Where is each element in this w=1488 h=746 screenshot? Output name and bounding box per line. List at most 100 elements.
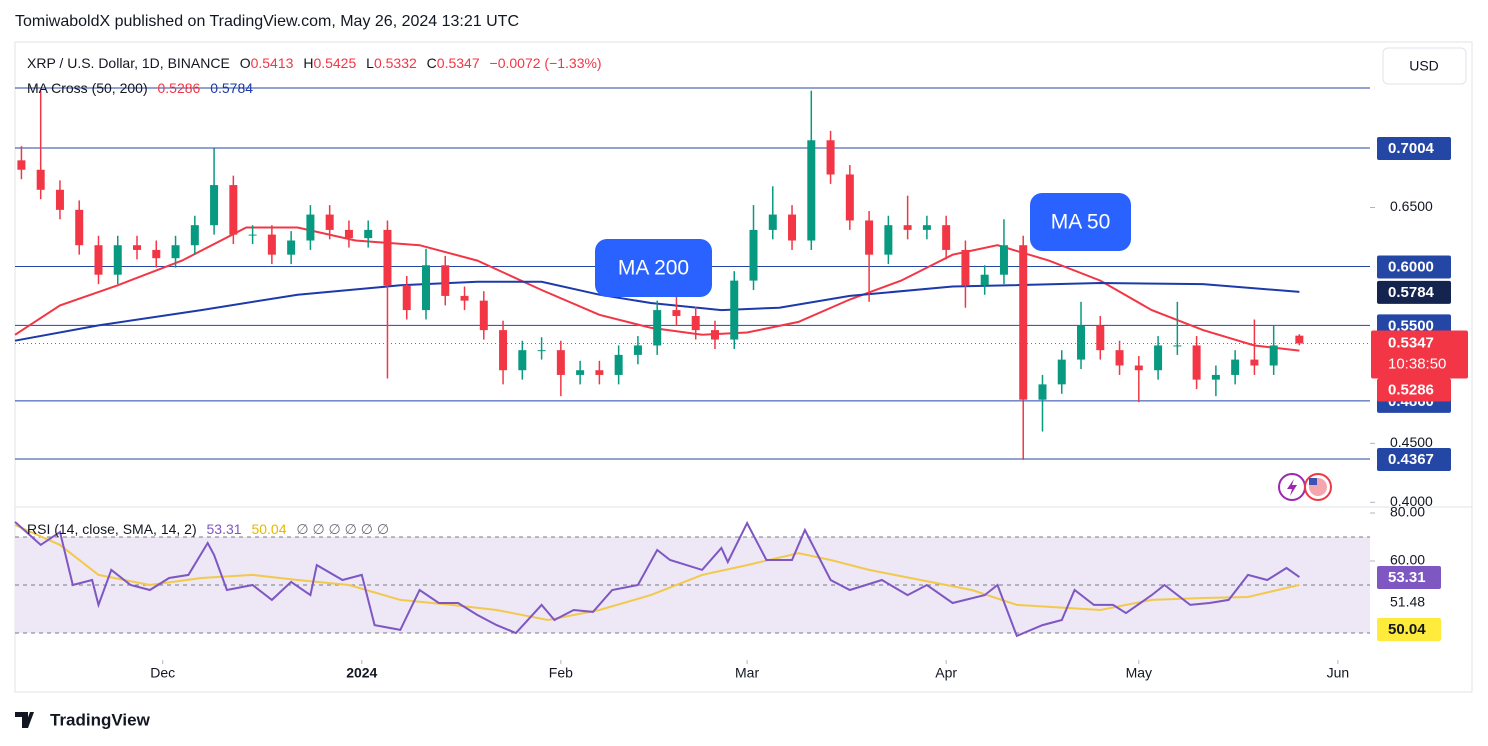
x-tick-label: Mar: [735, 665, 759, 681]
candle-body: [537, 350, 546, 352]
candle-body: [999, 245, 1008, 275]
level-tag: 0.5500: [1388, 317, 1434, 334]
candle-body: [402, 285, 411, 311]
candle-body: [1192, 345, 1201, 380]
y-tick-label: 0.4500: [1390, 434, 1433, 450]
series-line: [14, 280, 1300, 342]
flag-canton: [1309, 478, 1317, 485]
x-tick-label: Jun: [1327, 665, 1350, 681]
y-tick-label: 0.4000: [1390, 493, 1433, 509]
level-tag-bg: [1377, 255, 1451, 279]
sma-value: 50.04: [251, 521, 286, 537]
quote-value: 0.5332: [374, 55, 417, 71]
candle-body: [1231, 359, 1240, 375]
rsi-title: RSI (14, close, SMA, 14, 2): [27, 521, 197, 537]
y-tick-label: 60.00: [1390, 552, 1425, 568]
currency-button[interactable]: [1382, 47, 1467, 85]
countdown: 10:38:50: [1388, 355, 1446, 372]
candle-body: [17, 160, 26, 170]
symbol: XRP / U.S. Dollar, 1D, BINANCE: [27, 55, 230, 71]
candle-body: [807, 140, 816, 241]
quote-value: 0.5347: [437, 55, 480, 71]
x-tick-label: Feb: [549, 665, 573, 681]
callout-label: MA 200: [618, 257, 689, 280]
candle-body: [267, 234, 276, 255]
price-tag-bg: [1371, 330, 1468, 379]
sma-tag: 50.04: [1388, 621, 1426, 638]
quote-label: H: [303, 55, 313, 71]
candle-body: [75, 209, 84, 246]
logo: [15, 712, 34, 728]
candle-body: [788, 214, 797, 241]
candle-body: [229, 185, 238, 235]
candle-body: [210, 185, 219, 226]
candle-body: [922, 225, 931, 230]
brand: TradingView: [50, 710, 151, 729]
price-tag: 0.5347: [1388, 334, 1434, 351]
candle-body: [1038, 384, 1047, 400]
rsi-value: 53.31: [207, 521, 242, 537]
quote-value: 0.5425: [313, 55, 356, 71]
candle-body: [845, 174, 854, 221]
candle-body: [190, 225, 199, 246]
ma50-tag-bg: [1377, 378, 1451, 402]
candle-body: [980, 274, 989, 286]
y-tick-label: 80.00: [1390, 504, 1425, 520]
candle-body: [479, 300, 488, 331]
candle-body: [1295, 335, 1304, 344]
candle-body: [441, 265, 450, 296]
rsi-tag-bg: [1377, 566, 1441, 590]
candle-body: [691, 315, 700, 331]
candle-body: [421, 265, 430, 311]
candle-body: [344, 229, 353, 239]
candle-body: [171, 245, 180, 259]
indicator: MA Cross (50, 200): [27, 80, 148, 96]
axis-tag: 51.48: [1390, 594, 1425, 610]
x-tick-label: Apr: [935, 665, 957, 681]
candle-body: [499, 330, 508, 371]
ma200-tag-bg: [1377, 280, 1451, 304]
sma-tag-bg: [1377, 618, 1441, 641]
y-tick-label: 0.6500: [1390, 198, 1433, 214]
candle-body: [865, 220, 874, 255]
candle-body: [306, 214, 315, 241]
candle-body: [287, 240, 296, 255]
candle-body: [94, 245, 103, 275]
series-line: [14, 524, 1300, 622]
candle-body: [595, 370, 604, 375]
change: −0.0072 (−1.33%): [490, 55, 602, 71]
callout: [595, 239, 712, 297]
candle-body: [1250, 359, 1259, 366]
level-tag: 0.4367: [1388, 451, 1434, 468]
candle-body: [884, 225, 893, 255]
lightning: [1287, 479, 1297, 496]
price-legend: XRP / U.S. Dollar, 1D, BINANCE O0.5413 H…: [27, 55, 602, 71]
candle-body: [826, 140, 835, 175]
callout: [1030, 193, 1131, 251]
publisher: TomiwaboldX published on TradingView.com…: [15, 13, 519, 30]
candle-body: [556, 350, 565, 375]
candle-body: [614, 354, 623, 375]
candle-body: [55, 189, 64, 210]
candle-body: [152, 249, 161, 259]
candle-body: [576, 370, 585, 375]
candle-body: [730, 280, 739, 340]
candle-body: [1154, 345, 1163, 371]
ma200-value: 0.5784: [210, 80, 253, 96]
candle-body: [903, 225, 912, 230]
candle-body: [1269, 345, 1278, 366]
x-tick-label: 2024: [346, 665, 377, 681]
ma200-tag: 0.5784: [1388, 284, 1435, 301]
chart-frame: [14, 41, 1473, 693]
candle-body: [113, 245, 122, 275]
currency-label[interactable]: USD: [1409, 58, 1439, 74]
candle-body: [1211, 374, 1220, 380]
candle-body: [133, 245, 142, 250]
candle-body: [248, 234, 257, 236]
level-tag: 0.6000: [1388, 258, 1434, 275]
candle-body: [383, 229, 392, 286]
candle-body: [1057, 359, 1066, 385]
candle-body: [36, 169, 45, 190]
quote-label: O: [240, 55, 251, 71]
